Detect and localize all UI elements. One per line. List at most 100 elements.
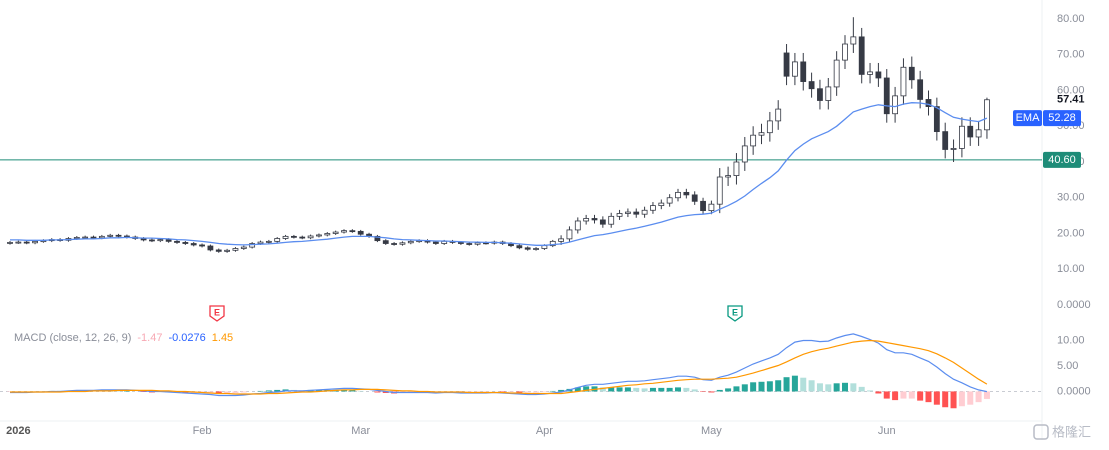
histogram-bar: [758, 381, 765, 392]
candle-body: [783, 52, 790, 77]
histogram-bar: [649, 387, 656, 392]
candle-body: [800, 61, 807, 82]
candle-body: [265, 240, 272, 243]
histogram-bar: [140, 391, 147, 392]
candle-body: [7, 242, 13, 244]
histogram-bar: [958, 391, 965, 407]
macd-legend: MACD (close, 12, 26, 9) -1.47 -0.0276 1.45: [14, 332, 233, 344]
candle-body: [82, 236, 89, 239]
candle-body: [391, 243, 398, 245]
histogram-bar: [800, 377, 807, 392]
histogram-bar: [658, 387, 665, 392]
last-price: 57.41: [1057, 94, 1085, 106]
histogram-bar: [558, 389, 565, 392]
candle-body: [533, 248, 539, 250]
candle-body: [984, 99, 990, 131]
candle-body: [691, 194, 698, 202]
candle-body: [382, 240, 389, 244]
candle-body: [316, 234, 322, 237]
earnings-marker[interactable]: E: [209, 305, 225, 322]
candle-body: [240, 246, 247, 249]
histogram-bar: [883, 391, 890, 399]
histogram-bar: [533, 391, 540, 393]
histogram-bar: [900, 391, 907, 399]
candle-body: [349, 230, 356, 233]
histogram-bar: [716, 389, 723, 392]
earnings-icon: [209, 305, 225, 322]
histogram-bar: [833, 383, 840, 392]
candle-body: [182, 242, 189, 244]
histogram-bar: [741, 384, 748, 392]
candle-body: [850, 36, 857, 45]
y-tick-label: 10.00: [1057, 334, 1085, 346]
histogram-bar: [816, 383, 823, 392]
histogram-bar: [574, 387, 581, 392]
candle-body: [558, 238, 564, 242]
histogram-bar: [232, 391, 239, 393]
histogram-bar: [908, 391, 915, 399]
watermark: 格隆汇: [1033, 424, 1091, 440]
y-tick-label: 0.0000: [1057, 385, 1091, 397]
histogram-bar: [950, 391, 957, 409]
candle-body: [466, 243, 473, 245]
histogram-bar: [825, 384, 832, 392]
x-tick-label: 2026: [6, 425, 30, 437]
candle-body: [374, 235, 381, 242]
histogram-bar: [933, 391, 940, 405]
histogram-bar: [499, 391, 506, 392]
candle-body: [357, 230, 364, 235]
candle-body: [750, 134, 757, 147]
y-tick-label: 80.00: [1057, 13, 1085, 25]
candle-body: [650, 205, 656, 211]
histogram-bar: [315, 389, 322, 392]
candle-body: [457, 242, 464, 244]
histogram-bar: [683, 387, 690, 392]
histogram-bar: [474, 391, 481, 392]
histogram-bar: [616, 387, 623, 392]
histogram-bar: [374, 391, 381, 393]
earnings-marker[interactable]: E: [727, 305, 743, 322]
candle-body: [725, 175, 731, 178]
earnings-label: E: [732, 307, 738, 317]
histogram-bar: [516, 391, 523, 393]
histogram-bar: [265, 390, 272, 392]
histogram-bar: [775, 380, 782, 392]
candle-body: [591, 218, 598, 221]
histogram-bar: [123, 390, 130, 392]
candle-body: [675, 191, 681, 199]
candle-body: [775, 108, 782, 122]
candle-body: [875, 71, 882, 79]
candle-body: [716, 176, 723, 205]
y-tick-label: 60.00: [1057, 84, 1085, 96]
candle-body: [959, 125, 965, 149]
histogram-bar: [766, 381, 773, 392]
candle-body: [733, 161, 740, 176]
histogram-bar: [808, 380, 815, 392]
candle-body: [23, 241, 30, 244]
candle-body: [975, 129, 982, 138]
candle-body: [700, 200, 706, 212]
candle-body: [524, 247, 531, 250]
y-tick-label: 70.00: [1057, 49, 1085, 61]
candle-body: [541, 245, 548, 249]
candle-body: [833, 59, 840, 88]
histogram-bar: [240, 391, 247, 393]
histogram-bar: [666, 387, 673, 392]
histogram-bar: [925, 391, 932, 403]
candle-body: [98, 235, 105, 239]
candle-body: [817, 88, 823, 101]
histogram-bar: [274, 389, 281, 392]
candle-body: [566, 229, 573, 240]
candle-body: [274, 238, 281, 242]
histogram-value: -1.47: [137, 332, 162, 344]
ema-value-box: [1043, 110, 1081, 127]
histogram-bar: [357, 390, 364, 392]
candle-body: [967, 125, 974, 138]
candle-body: [474, 242, 481, 245]
candle-body: [107, 234, 114, 237]
candle-body: [174, 240, 180, 243]
candle-body: [608, 215, 615, 225]
histogram-bar: [875, 391, 882, 394]
